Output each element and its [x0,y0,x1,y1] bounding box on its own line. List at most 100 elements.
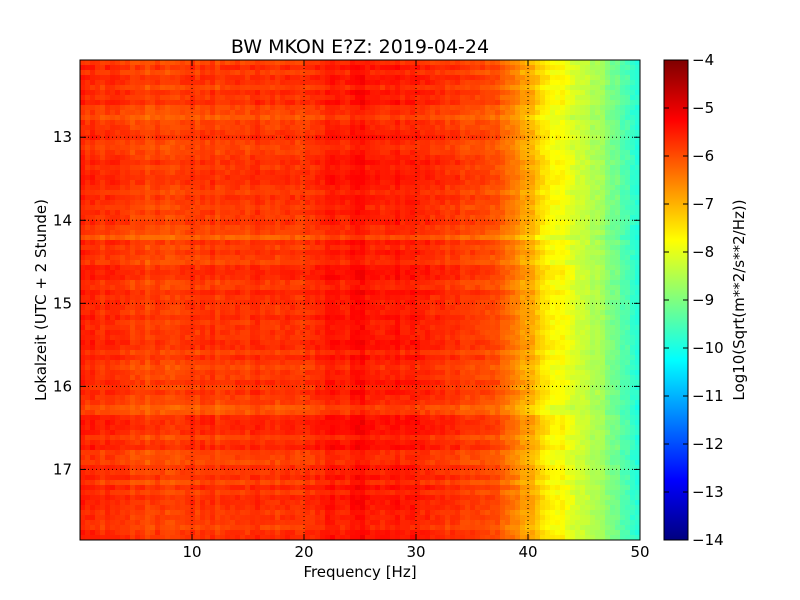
heatmap-cell [505,90,511,96]
heatmap-cell [240,195,246,201]
heatmap-cell [295,155,301,161]
heatmap-cell [415,210,421,216]
heatmap-cell [155,145,161,151]
heatmap-cell [85,175,91,181]
heatmap-cell [300,85,306,91]
heatmap-cell [490,125,496,131]
heatmap-cell [540,150,546,156]
heatmap-cell [220,140,226,146]
heatmap-cell [470,225,476,231]
heatmap-cell [330,225,336,231]
heatmap-cell [360,250,366,256]
heatmap-cell [290,175,296,181]
heatmap-cell [125,280,131,286]
heatmap-cell [275,130,281,136]
heatmap-cell [495,115,501,121]
heatmap-cell [505,235,511,241]
heatmap-cell [400,75,406,81]
heatmap-cell [625,235,631,241]
heatmap-cell [280,60,286,66]
heatmap-cell [470,230,476,236]
heatmap-cell [105,240,111,246]
heatmap-cell [275,270,281,276]
heatmap-cell [290,85,296,91]
heatmap-cell [115,205,121,211]
heatmap-cell [120,185,126,191]
heatmap-cell [525,145,531,151]
heatmap-cell [490,115,496,121]
heatmap-cell [420,100,426,106]
heatmap-cell [395,215,401,221]
heatmap-cell [180,130,186,136]
heatmap-cell [280,220,286,226]
heatmap-cell [95,245,101,251]
heatmap-cell [560,190,566,196]
heatmap-cell [245,160,251,166]
heatmap-cell [605,70,611,76]
heatmap-cell [280,195,286,201]
heatmap-cell [555,225,561,231]
heatmap-cell [610,145,616,151]
heatmap-cell [540,170,546,176]
heatmap-cell [445,175,451,181]
heatmap-cell [225,150,231,156]
heatmap-cell [160,205,166,211]
heatmap-cell [485,265,491,271]
heatmap-cell [155,75,161,81]
heatmap-cell [185,155,191,161]
heatmap-cell [475,115,481,121]
heatmap-cell [370,255,376,261]
heatmap-cell [415,220,421,226]
heatmap-cell [555,135,561,141]
heatmap-cell [90,60,96,66]
heatmap-cell [245,180,251,186]
heatmap-cell [190,110,196,116]
heatmap-cell [465,135,471,141]
heatmap-cell [445,185,451,191]
heatmap-cell [435,75,441,81]
heatmap-cell [250,230,256,236]
heatmap-cell [565,205,571,211]
heatmap-cell [80,130,86,136]
heatmap-cell [115,225,121,231]
heatmap-cell [330,260,336,266]
heatmap-cell [165,125,171,131]
heatmap-cell [135,165,141,171]
heatmap-cell [335,235,341,241]
heatmap-cell [490,245,496,251]
heatmap-cell [160,75,166,81]
heatmap-cell [440,105,446,111]
heatmap-cell [225,280,231,286]
heatmap-cell [210,255,216,261]
heatmap-cell [175,110,181,116]
heatmap-cell [100,270,106,276]
heatmap-cell [340,180,346,186]
heatmap-cell [150,155,156,161]
heatmap-cell [160,220,166,226]
heatmap-cell [160,160,166,166]
heatmap-cell [310,70,316,76]
heatmap-cell [625,120,631,126]
heatmap-cell [530,250,536,256]
heatmap-cell [420,275,426,281]
heatmap-cell [190,75,196,81]
heatmap-cell [530,170,536,176]
heatmap-cell [520,230,526,236]
heatmap-cell [195,165,201,171]
heatmap-cell [485,195,491,201]
heatmap-cell [180,65,186,71]
heatmap-cell [455,270,461,276]
heatmap-cell [585,90,591,96]
heatmap-cell [510,80,516,86]
heatmap-cell [100,245,106,251]
heatmap-cell [190,135,196,141]
heatmap-cell [525,255,531,261]
heatmap-cell [405,205,411,211]
heatmap-cell [565,270,571,276]
heatmap-cell [110,70,116,76]
heatmap-cell [110,255,116,261]
heatmap-cell [185,270,191,276]
heatmap-cell [325,70,331,76]
heatmap-cell [215,220,221,226]
heatmap-cell [175,135,181,141]
